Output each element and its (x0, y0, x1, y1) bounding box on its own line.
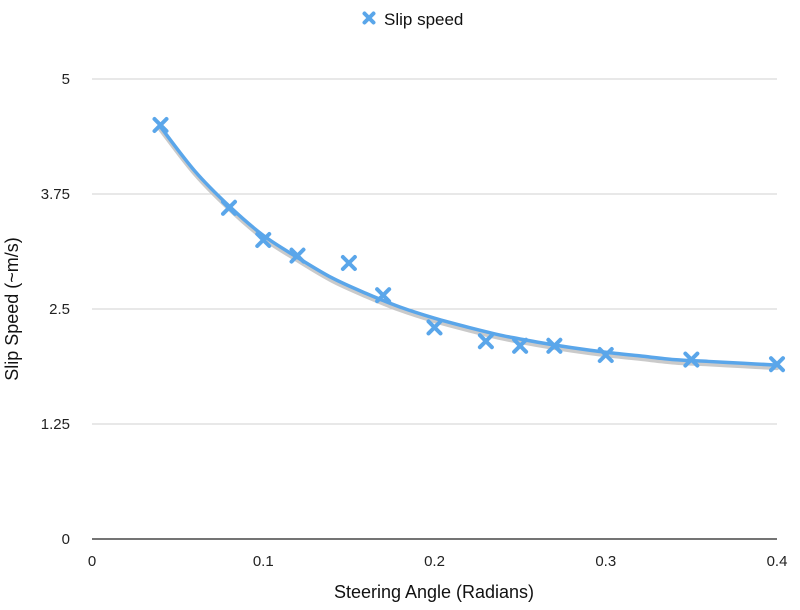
y-tick-label: 5 (62, 71, 70, 88)
data-points (152, 117, 785, 373)
x-tick-label: 0.2 (424, 553, 445, 570)
legend-x-marker (362, 11, 376, 25)
data-point (340, 255, 357, 271)
data-point (426, 319, 443, 336)
data-point (289, 247, 306, 264)
legend: Slip speed (362, 10, 463, 29)
data-point (546, 337, 563, 354)
data-point (375, 287, 392, 304)
y-axis-title: Slip Speed (~m/s) (2, 237, 22, 381)
data-point (477, 333, 494, 350)
gridlines (92, 78, 777, 425)
data-point (683, 351, 700, 368)
x-tick-label: 0.1 (253, 553, 274, 570)
trendline-group (158, 125, 779, 371)
x-tick-label: 0.4 (767, 553, 788, 570)
y-tick-label: 1.25 (41, 416, 70, 433)
y-tick-label: 2.5 (49, 301, 70, 318)
y-tick-label: 3.75 (41, 186, 70, 203)
data-point (152, 117, 169, 133)
data-point (221, 199, 237, 216)
trendline (158, 125, 779, 367)
data-point (512, 337, 529, 354)
x-tick-label: 0.3 (595, 553, 616, 570)
legend-label: Slip speed (384, 10, 463, 29)
data-point (769, 356, 785, 373)
x-tick-labels: 0 0.1 0.2 0.3 0.4 (88, 553, 788, 570)
data-point (255, 232, 272, 248)
y-tick-label: 0 (62, 531, 70, 548)
x-tick-label: 0 (88, 553, 96, 570)
y-tick-labels: 0 1.25 2.5 3.75 5 (41, 71, 70, 548)
trendline-shadow (158, 127, 779, 371)
data-point (597, 347, 614, 363)
legend-marker-x-icon (362, 11, 376, 25)
x-axis-title: Steering Angle (Radians) (334, 582, 534, 602)
